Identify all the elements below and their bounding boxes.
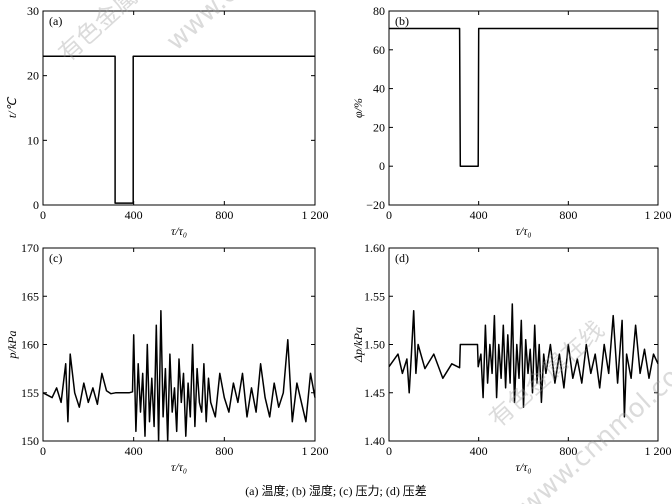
y-tick-label: 1.45 — [364, 386, 385, 400]
plot-frame — [42, 10, 316, 206]
plot-frame — [42, 247, 316, 442]
watermark-url: www.cnnmol.com — [161, 0, 351, 57]
y-tick-label: 10 — [27, 133, 39, 147]
series-line — [389, 27, 658, 167]
y-tick-label: 60 — [373, 43, 385, 57]
series-line — [388, 303, 659, 418]
y-tick-label: 1.60 — [364, 241, 385, 255]
figure-caption: (a) 温度; (b) 湿度; (c) 压力; (d) 压差 — [245, 484, 427, 498]
panel-label: (b) — [395, 14, 409, 28]
series-line — [42, 309, 316, 442]
y-tick-label: 80 — [373, 4, 385, 18]
x-axis-label: τ/τ₀ — [171, 224, 187, 238]
y-axis-label: p/kPa — [5, 331, 19, 360]
x-tick-label: 400 — [470, 208, 488, 222]
y-axis-label: t/℃ — [5, 96, 19, 118]
chart-panel-4: 0 400 800 1 200 1.40 1.45 1.50 1.55 1.60 (d) τ/τ₀ Δ… — [351, 241, 672, 474]
y-tick-label: −20 — [366, 198, 385, 212]
x-tick-label: 0 — [40, 444, 46, 458]
y-tick-label: 170 — [21, 241, 39, 255]
series-line — [43, 55, 315, 204]
y-tick-label: 20 — [27, 69, 39, 83]
y-tick-label: 160 — [21, 338, 39, 352]
x-tick-label: 1 200 — [645, 444, 672, 458]
y-tick-label: 1.50 — [364, 338, 385, 352]
x-axis-label: τ/τ₀ — [515, 460, 531, 474]
x-tick-label: 1 200 — [302, 444, 329, 458]
y-tick-label: 40 — [373, 82, 385, 96]
x-tick-label: 800 — [215, 444, 233, 458]
y-tick-label: 165 — [21, 289, 39, 303]
chart-panel-3: 0 400 800 1 200 150 155 160 165 170 (c) τ/τ₀ p/kPa — [5, 241, 329, 474]
y-tick-label: 155 — [21, 386, 39, 400]
y-tick-label: 1.55 — [364, 289, 385, 303]
y-axis-label: Δp/kPa — [351, 327, 365, 363]
y-tick-label: 1.40 — [364, 434, 385, 448]
y-tick-label: 0 — [379, 159, 385, 173]
plot-frame — [388, 10, 659, 206]
y-tick-label: 150 — [21, 434, 39, 448]
panel-label: (d) — [395, 251, 409, 265]
x-tick-label: 400 — [125, 208, 143, 222]
x-tick-label: 0 — [40, 208, 46, 222]
x-tick-label: 800 — [215, 208, 233, 222]
x-tick-label: 1 200 — [302, 208, 329, 222]
y-tick-label: 20 — [373, 120, 385, 134]
x-tick-label: 400 — [125, 444, 143, 458]
x-tick-label: 800 — [559, 208, 577, 222]
panel-label: (c) — [49, 251, 62, 265]
x-tick-label: 0 — [386, 208, 392, 222]
chart-panel-1: 0 400 800 1 200 0 10 20 30 (a) τ/τ₀ t/℃ — [5, 4, 329, 238]
panel-label: (a) — [49, 14, 62, 28]
x-tick-label: 1 200 — [645, 208, 672, 222]
y-tick-label: 0 — [33, 198, 39, 212]
x-tick-label: 400 — [470, 444, 488, 458]
x-axis-label: τ/τ₀ — [171, 460, 187, 474]
y-axis-label: φ/% — [351, 98, 365, 118]
y-tick-label: 30 — [27, 4, 39, 18]
x-tick-label: 800 — [559, 444, 577, 458]
x-tick-label: 0 — [386, 444, 392, 458]
x-axis-label: τ/τ₀ — [515, 224, 531, 238]
